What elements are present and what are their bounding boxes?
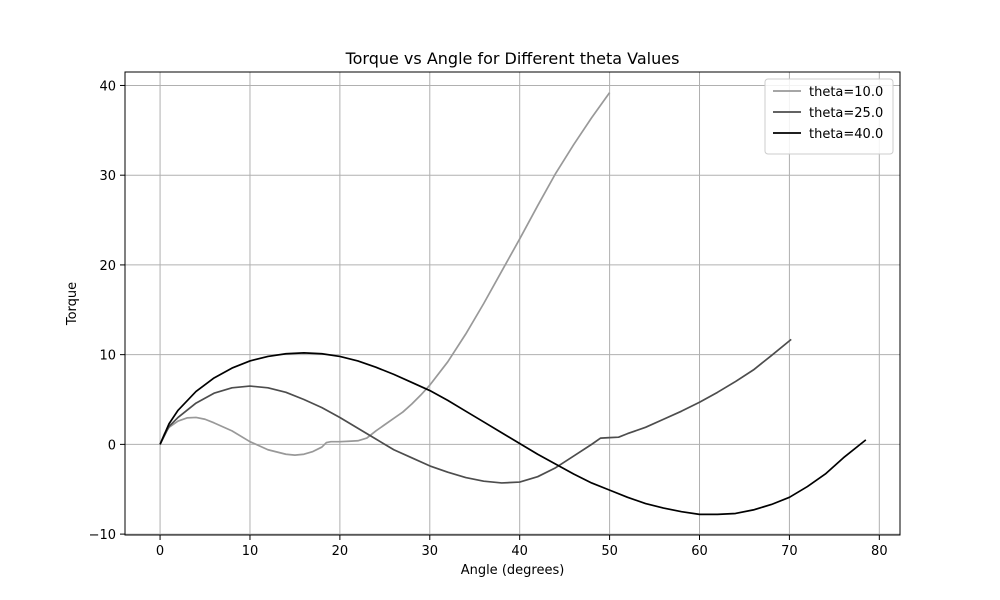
plot-frame: [124, 71, 901, 536]
legend-box: [764, 78, 894, 155]
legend-label-3: theta=40.0: [809, 127, 883, 142]
ticks: 0 10 20 30 40 50 60 70 80 −10 0 10 20 30 40: [89, 79, 888, 559]
x-tick-label: 50: [601, 544, 618, 559]
chart-title: Torque vs Angle for Different theta Valu…: [345, 49, 680, 68]
legend: theta=10.0 theta=25.0 theta=40.0: [764, 78, 894, 155]
series-line-1: [159, 92, 611, 456]
y-axis-label: Torque: [65, 282, 80, 326]
x-tick-label: 70: [781, 544, 798, 559]
y-tick-label: −10: [89, 528, 116, 543]
x-tick-label: 40: [511, 544, 528, 559]
x-tick-label: 20: [332, 544, 349, 559]
x-tick-label: 0: [156, 544, 164, 559]
x-axis-label: Angle (degrees): [461, 563, 565, 578]
y-tick-label: 20: [99, 259, 116, 274]
legend-label-2: theta=25.0: [809, 106, 883, 121]
x-tick-label: 30: [422, 544, 439, 559]
x-tick-label: 60: [691, 544, 708, 559]
series-line-2: [159, 338, 792, 484]
y-tick-label: 40: [99, 79, 116, 94]
x-tick-label: 10: [242, 544, 259, 559]
x-tick-label: 80: [871, 544, 888, 559]
series-line-3: [159, 352, 867, 516]
y-tick-label: 0: [108, 438, 116, 453]
y-tick-label: 10: [99, 349, 116, 364]
series-layer: [159, 92, 867, 516]
legend-label-1: theta=10.0: [809, 85, 883, 100]
y-tick-label: 30: [99, 169, 116, 184]
